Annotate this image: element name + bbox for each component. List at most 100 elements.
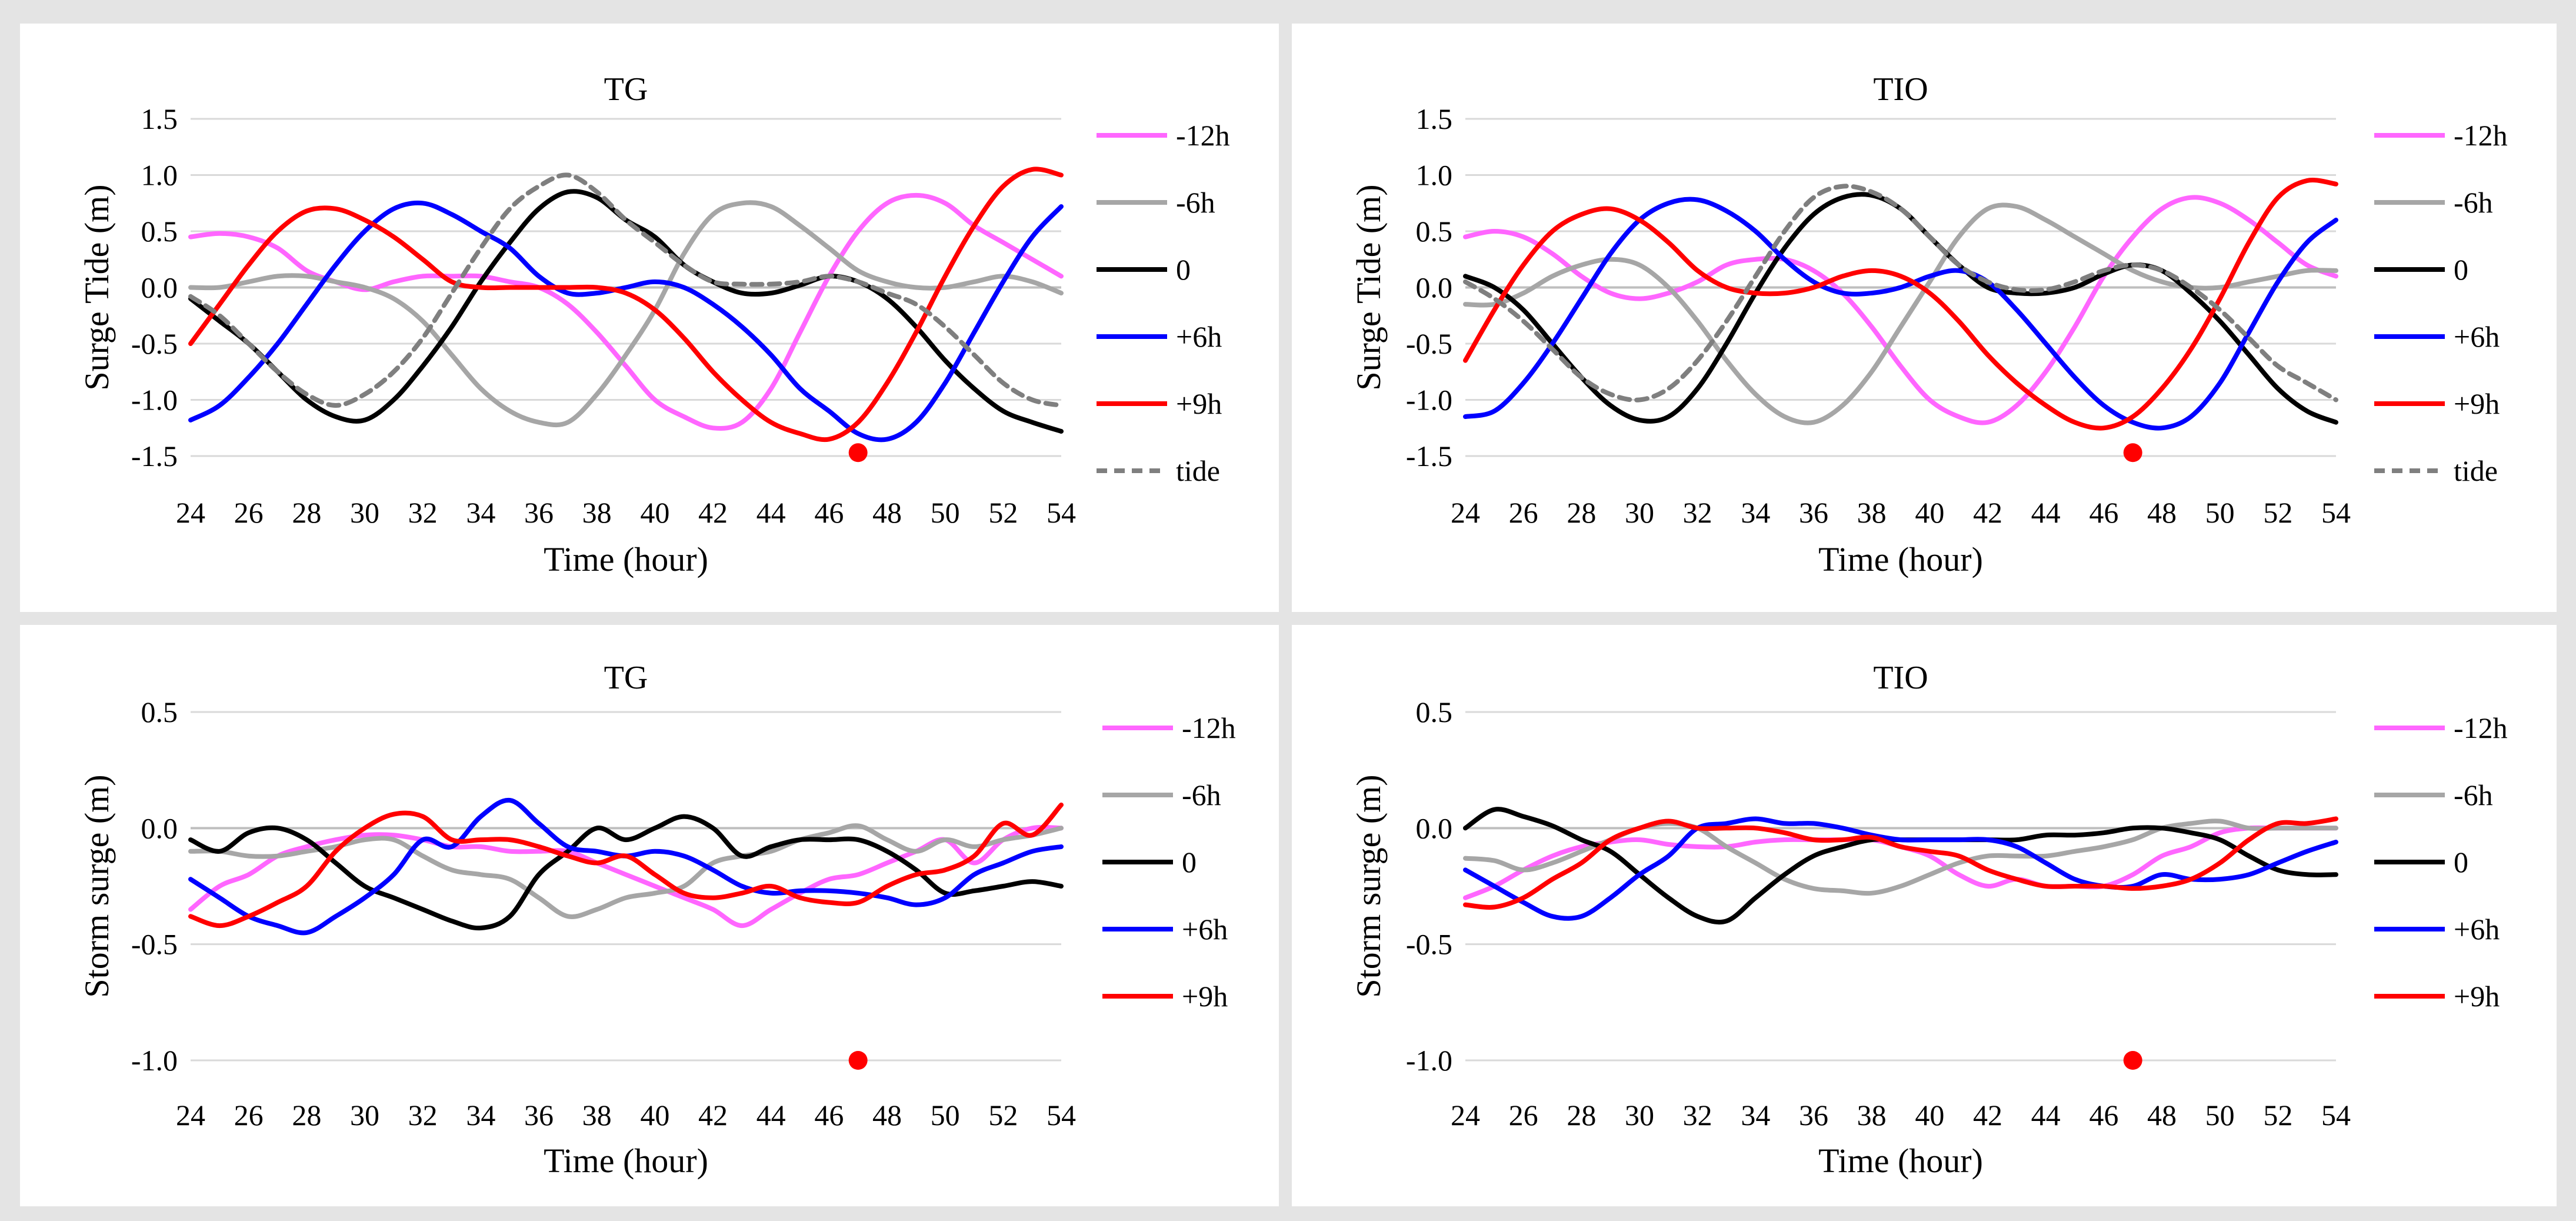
x-axis-label: Time (hour) — [1818, 1142, 1983, 1180]
legend-label: -12h — [2454, 711, 2508, 744]
x-tick-label: 26 — [1509, 1099, 1538, 1132]
x-axis-label: Time (hour) — [544, 540, 708, 578]
x-axis-label: Time (hour) — [544, 1142, 708, 1180]
x-tick-label: 26 — [234, 496, 264, 529]
x-tick-label: 32 — [408, 496, 438, 529]
x-tick-label: 54 — [1047, 1099, 1076, 1132]
x-tick-label: 54 — [2321, 1099, 2351, 1132]
x-tick-label: 50 — [931, 496, 960, 529]
series-line — [1463, 197, 2338, 431]
y-tick-label: -0.5 — [1406, 928, 1452, 961]
y-axis-label: Storm surge (m) — [78, 774, 116, 997]
x-tick-label: 34 — [466, 496, 495, 529]
series-line — [1463, 807, 2338, 925]
y-tick-label: 1.5 — [141, 102, 178, 135]
y-tick-label: 1.0 — [1416, 159, 1453, 192]
panel-surge-tide-tio: TIO 1.5 1.0 0.5 0.0 -0.5 -1.0 -1.5 24 26 28 30 32 34 3… — [1292, 24, 2557, 612]
x-tick-label: 26 — [234, 1099, 264, 1132]
y-tick-label: 0.5 — [1416, 215, 1453, 248]
x-tick-label: 52 — [2263, 1099, 2292, 1132]
x-tick-label: 36 — [524, 496, 554, 529]
x-tick-label: 46 — [2089, 1099, 2118, 1132]
x-tick-label: 30 — [1625, 496, 1654, 529]
legend-label: +9h — [2454, 387, 2500, 420]
y-tick-label: 1.0 — [141, 159, 178, 192]
legend-label: tide — [2454, 454, 2498, 487]
x-tick-label: 48 — [872, 496, 902, 529]
panel-surge-tide-tg: TG 1.5 1.0 0.5 0.0 -0.5 -1.0 -1.5 24 26 28 30 32 34 36… — [20, 24, 1279, 612]
event-marker — [2123, 1051, 2142, 1070]
x-tick-label: 30 — [350, 496, 379, 529]
y-axis-label: Surge Tide (m) — [78, 184, 116, 390]
x-tick-label: 52 — [988, 1099, 1018, 1132]
y-tick-label: -0.5 — [131, 327, 178, 360]
x-tick-label: 48 — [872, 1099, 902, 1132]
chart-title: TIO — [1873, 660, 1928, 696]
series-line — [188, 823, 1064, 919]
event-marker — [2123, 443, 2142, 463]
legend-label: tide — [1176, 454, 1220, 487]
legend-label: 0 — [2454, 253, 2468, 286]
x-tick-label: 38 — [582, 1099, 612, 1132]
y-tick-label: 1.5 — [1416, 102, 1453, 135]
panel-storm-surge-tg: TG 0.5 0.0 -0.5 -1.0 24 26 28 30 32 34 36 38 40 42 44 46… — [20, 625, 1279, 1206]
x-axis-label: Time (hour) — [1818, 540, 1983, 578]
y-tick-label: -0.5 — [131, 928, 178, 961]
x-tick-label: 40 — [640, 1099, 669, 1132]
x-tick-label: 44 — [757, 496, 786, 529]
series-line — [188, 167, 1064, 443]
y-tick-label: 0.0 — [141, 811, 178, 844]
series-line — [188, 802, 1064, 929]
legend-label: +6h — [2454, 320, 2500, 353]
x-tick-label: 32 — [408, 1099, 438, 1132]
y-axis-label: Storm surge (m) — [1349, 774, 1388, 997]
x-tick-label: 42 — [698, 1099, 728, 1132]
legend-label: +9h — [2454, 980, 2500, 1013]
x-tick-label: 42 — [1973, 496, 2002, 529]
x-tick-label: 36 — [524, 1099, 554, 1132]
legend-label: -12h — [1176, 119, 1230, 152]
x-tick-label: 52 — [988, 496, 1018, 529]
x-tick-label: 34 — [466, 1099, 495, 1132]
x-tick-label: 40 — [1915, 1099, 1944, 1132]
y-tick-label: -1.5 — [131, 440, 178, 473]
x-tick-label: 38 — [1857, 1099, 1887, 1132]
x-tick-label: 28 — [292, 496, 321, 529]
x-tick-label: 28 — [1567, 496, 1596, 529]
x-tick-label: 24 — [1451, 1099, 1480, 1132]
x-tick-label: 24 — [176, 496, 205, 529]
x-tick-label: 38 — [1857, 496, 1887, 529]
x-tick-label: 40 — [1915, 496, 1944, 529]
series-line — [1463, 819, 2338, 896]
series-line — [188, 200, 1064, 443]
series-line — [1463, 816, 2338, 910]
chart-surge-tide-tio: TIO 1.5 1.0 0.5 0.0 -0.5 -1.0 -1.5 24 26 28 30 32 34 3… — [1349, 71, 2508, 578]
event-marker — [848, 443, 868, 463]
series-line — [188, 200, 1064, 428]
x-tick-label: 42 — [1973, 1099, 2002, 1132]
legend-label: +9h — [1182, 980, 1228, 1013]
x-tick-label: 54 — [2321, 496, 2351, 529]
legend-label: 0 — [1176, 253, 1191, 286]
x-tick-label: 34 — [1741, 1099, 1770, 1132]
y-tick-label: -0.5 — [1406, 327, 1452, 360]
legend-label: 0 — [2454, 846, 2468, 879]
x-tick-label: 32 — [1683, 496, 1712, 529]
y-tick-label: -1.0 — [131, 1044, 178, 1077]
chart-title: TG — [604, 71, 648, 108]
x-tick-label: 24 — [1451, 496, 1480, 529]
legend-label: +6h — [1176, 320, 1222, 353]
y-tick-label: 0.5 — [1416, 696, 1453, 728]
legend-label: -12h — [1182, 711, 1236, 744]
x-tick-label: 50 — [2205, 496, 2235, 529]
legend-label: +6h — [2454, 913, 2500, 946]
legend-label: -6h — [1182, 778, 1221, 811]
chart-surge-tide-tg: TG 1.5 1.0 0.5 0.0 -0.5 -1.0 -1.5 24 26 28 30 32 34 36… — [78, 71, 1230, 578]
x-tick-label: 30 — [350, 1099, 379, 1132]
panel-storm-surge-tio: TIO 0.5 0.0 -0.5 -1.0 24 26 28 30 32 34 36 38 40 42 44 4… — [1292, 625, 2557, 1206]
series-line — [188, 189, 1064, 434]
x-tick-label: 36 — [1799, 496, 1828, 529]
x-tick-label: 48 — [2147, 496, 2177, 529]
x-tick-label: 26 — [1509, 496, 1538, 529]
